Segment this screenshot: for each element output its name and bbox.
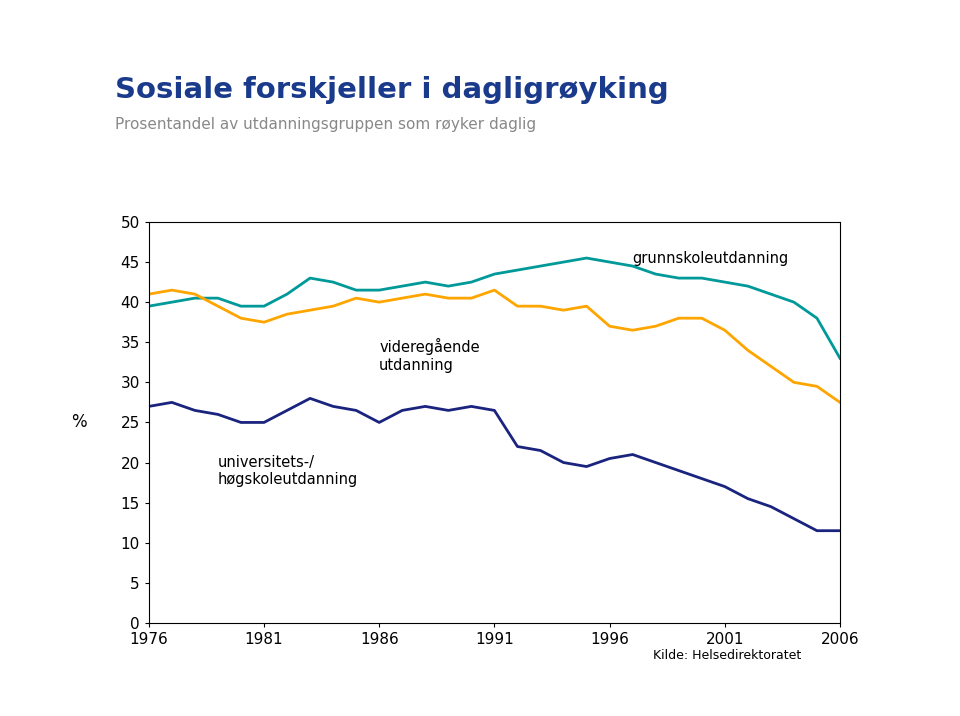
Text: Kilde: Helsedirektoratet: Kilde: Helsedirektoratet — [653, 649, 801, 662]
Text: universitets-/
høgskoleutdanning: universitets-/ høgskoleutdanning — [218, 455, 358, 487]
Text: Sosiale forskjeller i dagligrøyking: Sosiale forskjeller i dagligrøyking — [115, 76, 669, 104]
Text: grunnskoleutdanning: grunnskoleutdanning — [633, 251, 789, 266]
Text: %: % — [71, 413, 86, 432]
Text: www.ntnu.no: www.ntnu.no — [14, 688, 118, 702]
Text: videregående
utdanning: videregående utdanning — [379, 338, 480, 372]
Text: Prosentandel av utdanningsgruppen som røyker daglig: Prosentandel av utdanningsgruppen som rø… — [115, 117, 537, 132]
